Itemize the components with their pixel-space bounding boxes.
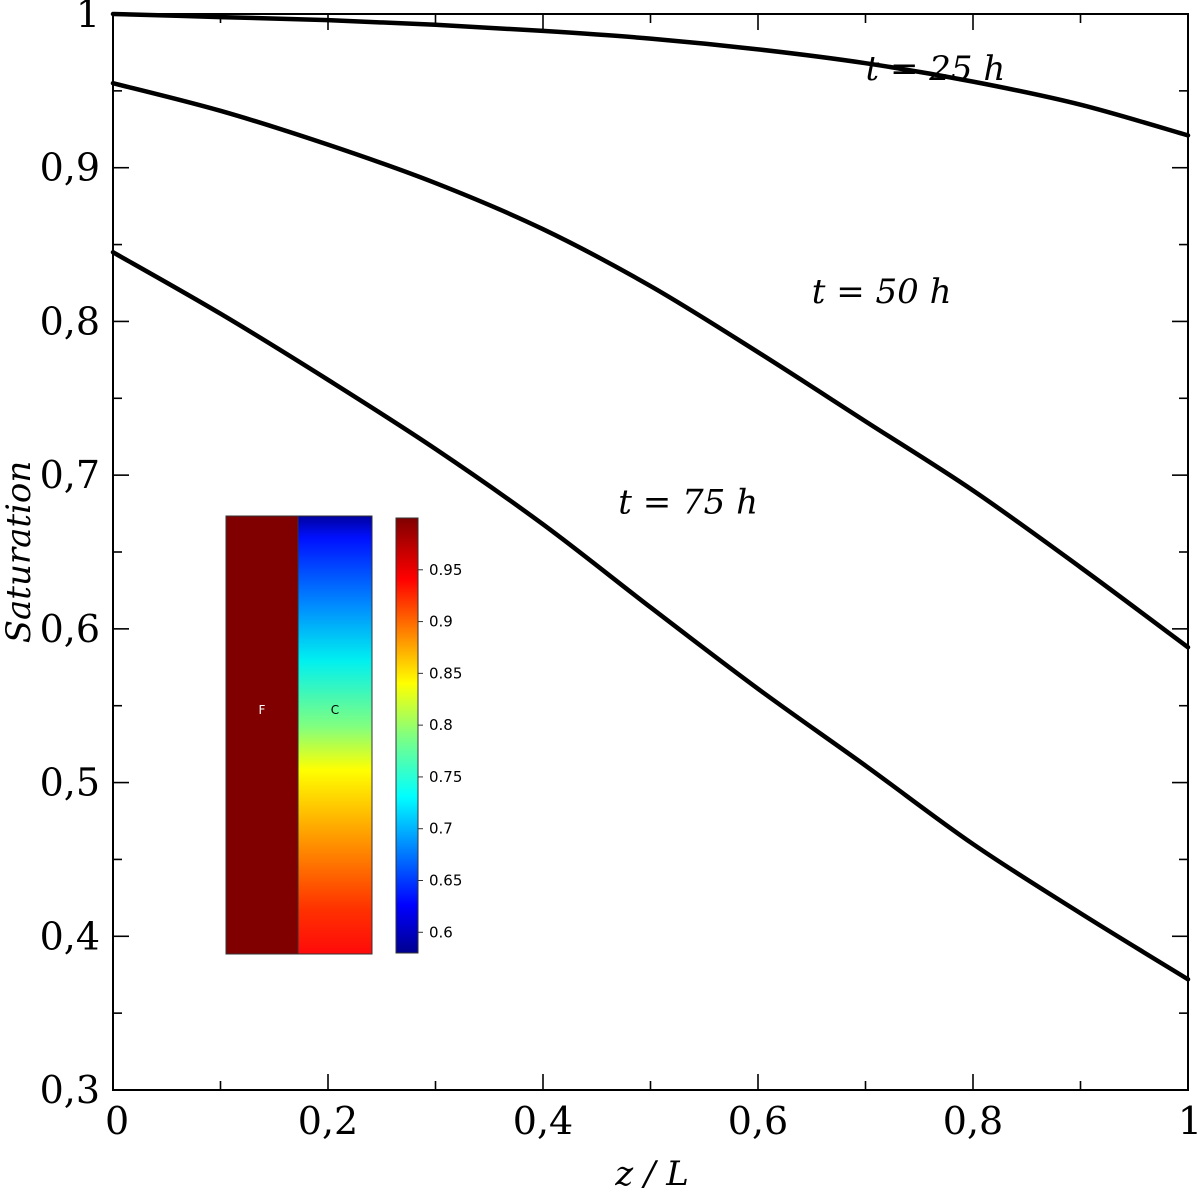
x-axis-title: z / L bbox=[614, 1154, 689, 1191]
colorbar-tick-label: 0.65 bbox=[429, 872, 462, 890]
y-tick-label: 0,4 bbox=[40, 914, 100, 958]
x-tick-label: 0 bbox=[105, 1099, 129, 1143]
series-label-1: t = 50 h bbox=[812, 272, 952, 312]
y-tick-label: 0,6 bbox=[40, 607, 100, 651]
x-tick-label: 0,2 bbox=[298, 1099, 358, 1143]
y-tick-label: 0,9 bbox=[40, 146, 100, 190]
series-annotations: t = 25 h t = 50 h t = 75 h bbox=[618, 49, 1005, 522]
series-label-0: t = 25 h bbox=[866, 49, 1006, 89]
y-axis-title: Saturation bbox=[0, 461, 39, 644]
y-tick-label: 0,8 bbox=[40, 299, 100, 343]
y-tick-label: 0,3 bbox=[40, 1068, 100, 1112]
inset-region-f-label: F bbox=[259, 703, 266, 717]
tick-labels: 0 0,2 0,4 0,6 0,8 1 0,3 0,4 0,5 0,6 0,7 0,8 0,9 1 bbox=[40, 0, 1200, 1143]
series-line-0 bbox=[110, 11, 1191, 138]
inset-saturation-map: F C 0.95 0.9 0.85 0.8 0.75 0.7 0.65 0.6 bbox=[225, 515, 462, 955]
y-tick-label: 0,5 bbox=[40, 761, 100, 805]
series-line-2 bbox=[110, 250, 1191, 982]
series-label-2: t = 75 h bbox=[618, 483, 758, 523]
colorbar-tick-labels: 0.95 0.9 0.85 0.8 0.75 0.7 0.65 0.6 bbox=[418, 561, 462, 941]
colorbar-tick-label: 0.8 bbox=[429, 716, 453, 734]
x-tick-label: 0,6 bbox=[728, 1099, 788, 1143]
series-layer bbox=[110, 11, 1191, 982]
inset-region-c-label: C bbox=[331, 703, 339, 717]
y-tick-label: 0,7 bbox=[40, 453, 100, 497]
x-tick-label: 0,4 bbox=[513, 1099, 573, 1143]
colorbar-tick-label: 0.6 bbox=[429, 923, 453, 941]
inset-region-c bbox=[297, 515, 373, 955]
plot-frame bbox=[112, 13, 1189, 1091]
colorbar-tick-label: 0.9 bbox=[429, 613, 453, 631]
colorbar-tick-label: 0.7 bbox=[429, 820, 453, 838]
colorbar-tick-label: 0.85 bbox=[429, 664, 462, 682]
colorbar-tick-label: 0.95 bbox=[429, 561, 462, 579]
x-tick-label: 1 bbox=[1178, 1099, 1200, 1143]
x-tick-label: 0,8 bbox=[943, 1099, 1003, 1143]
inset-colorbar bbox=[395, 517, 419, 954]
series-line-1 bbox=[110, 80, 1191, 650]
y-tick-label: 1 bbox=[76, 0, 100, 36]
inset-region-f bbox=[225, 515, 299, 955]
colorbar-tick-label: 0.75 bbox=[429, 768, 462, 786]
